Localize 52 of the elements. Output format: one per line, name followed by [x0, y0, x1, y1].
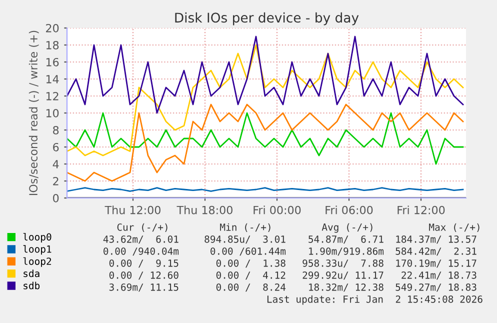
text: 170.19m/ 15.17: [396, 259, 476, 268]
text: Avg (-/+): [322, 223, 372, 233]
text: Min (-/+): [220, 223, 270, 232]
x-tick-label: Fri 00:00: [254, 206, 301, 214]
x-tick-label: Fri 06:00: [326, 206, 373, 214]
y-axis-title: IOs/second read (-) / write (+): [28, 30, 39, 196]
text: 958.33u/ 7.88: [302, 259, 384, 268]
legend-label: loop1: [23, 245, 52, 255]
text: 0.00 /940.04m: [104, 247, 179, 256]
line-series: [67, 104, 464, 182]
text: 54.87m/ 6.71: [308, 235, 384, 244]
line-series: [67, 112, 464, 165]
text: 894.85u/ 3.01: [204, 235, 286, 244]
y-tick-label: 14: [46, 75, 59, 84]
text: 584.42m/ 2.31: [396, 247, 476, 256]
line-series: [67, 36, 464, 114]
legend-label: sdb: [24, 282, 40, 290]
y-tick-label: 8: [53, 126, 59, 134]
y-tick-label: 6: [53, 142, 59, 152]
y-tick-label: 12: [46, 92, 58, 100]
text: 0.00 /601.44m: [210, 247, 286, 256]
text: 0.00 / 4.12: [216, 271, 286, 280]
text: 299.92u/ 11.17: [302, 271, 384, 280]
text: 43.62m/ 6.01: [103, 235, 178, 244]
y-tick-label: 0: [53, 194, 59, 202]
text: 1.90m/919.86m: [309, 247, 384, 256]
text: Max (-/+): [429, 223, 480, 232]
text: 0.00 / 8.24: [216, 283, 286, 292]
x-tick-label: Thu 18:00: [176, 206, 232, 214]
y-tick-label: 16: [46, 58, 59, 66]
y-tick-label: 18: [46, 40, 59, 50]
y-tick-label: 2: [53, 176, 58, 186]
text: 0.00 / 1.38: [216, 259, 286, 268]
y-tick-label: 20: [46, 24, 59, 32]
legend-label: loop2: [23, 257, 52, 267]
chart-title: Disk IOs per device - by day: [175, 12, 359, 26]
x-tick-label: Thu 12:00: [104, 206, 160, 214]
y-tick-label: 4: [52, 160, 59, 168]
text: 18.32m/ 12.38: [309, 283, 384, 292]
x-tick-label: Fri 12:00: [398, 206, 445, 214]
text: 0.00 / 9.15: [109, 259, 178, 268]
text: 184.37m/ 13.57: [396, 235, 476, 244]
y-tick-label: 10: [46, 108, 59, 118]
legend-label: sda: [24, 270, 40, 278]
text: 3.69m/ 11.15: [109, 283, 178, 292]
legend-label: loop0: [23, 233, 52, 242]
text: 0.00 / 12.60: [109, 271, 178, 280]
text: Cur (-/+): [117, 223, 168, 232]
text: 549.27m/ 18.83: [396, 283, 476, 292]
text: Last update: Fri Jan 2 15:45:08 2026: [267, 295, 482, 305]
text: 22.41m/ 18.73: [402, 271, 476, 280]
line-series: [67, 44, 464, 156]
